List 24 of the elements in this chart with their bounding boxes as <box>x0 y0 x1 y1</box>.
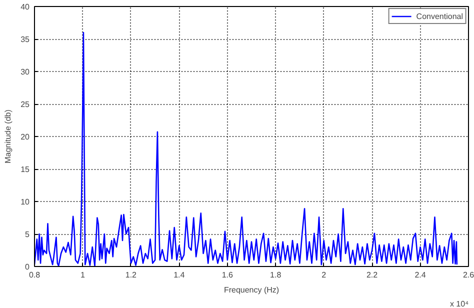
y-tick-label: 35 <box>20 35 30 44</box>
line-series <box>34 32 458 266</box>
y-tick-label: 40 <box>20 2 30 12</box>
x-tick-label: 1.6 <box>222 270 234 280</box>
x-tick-label: 2.4 <box>414 270 426 280</box>
x-tick-label: 1.2 <box>125 270 138 280</box>
y-tick-label: 10 <box>20 198 30 206</box>
x-tick-label: 1.4 <box>174 270 186 280</box>
x-tick-label: 2.6 <box>462 270 474 280</box>
y-tick-label: 0 <box>25 262 30 272</box>
x-tick-label: 2 <box>322 270 327 280</box>
legend-label: Conventional <box>416 11 463 21</box>
x-tick-label: 1.8 <box>270 270 282 280</box>
y-tick-label: 20 <box>20 132 30 142</box>
y-tick-label: 15 <box>20 165 30 174</box>
text: x 10⁴ <box>450 300 470 308</box>
x-tick-label: 0.8 <box>28 270 41 280</box>
x-tick-label: 1 <box>80 270 86 280</box>
x-axis-title: Frequency (Hz) <box>224 286 280 294</box>
y-axis-title: Magnitude (db) <box>4 109 13 164</box>
y-tick-label: 25 <box>20 100 30 109</box>
y-tick-label: 30 <box>20 68 30 76</box>
y-tick-label: 5 <box>25 230 30 239</box>
x-tick-label: 2.2 <box>366 270 378 280</box>
